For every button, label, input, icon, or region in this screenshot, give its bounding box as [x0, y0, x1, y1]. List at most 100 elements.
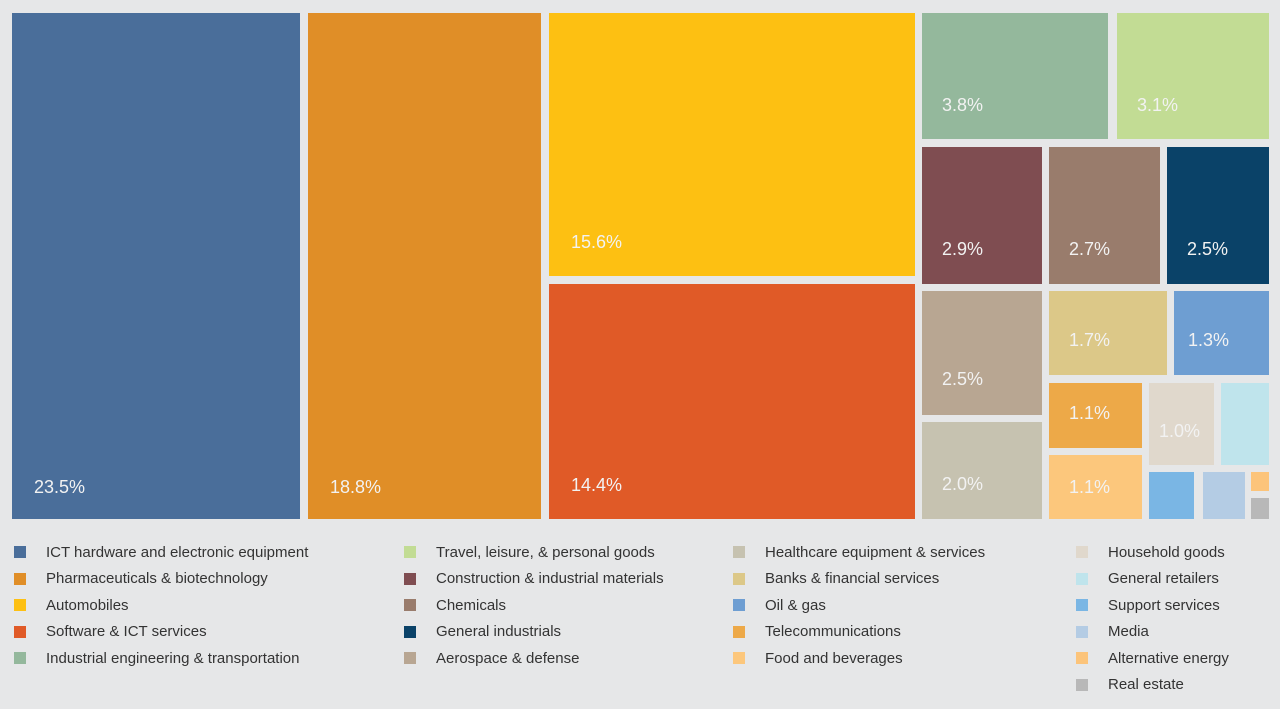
treemap-tile-construction-industrial-materials [922, 147, 1042, 284]
treemap-tile-general-industrials [1167, 147, 1269, 284]
legend-label: Alternative energy [1108, 649, 1229, 667]
legend-item: Aerospace & defense [404, 646, 579, 670]
legend-item: Oil & gas [733, 593, 826, 617]
legend-label: Support services [1108, 596, 1220, 614]
legend-swatch [1076, 625, 1088, 638]
tile-value-label: 18.8% [330, 477, 381, 497]
legend-label: Oil & gas [765, 596, 826, 614]
treemap-tile-aerospace-defense [922, 291, 1042, 415]
legend-item: Pharmaceuticals & biotechnology [14, 567, 268, 591]
legend-item: ICT hardware and electronic equipment [14, 540, 308, 564]
legend-label: Banks & financial services [765, 570, 940, 587]
treemap-tile-media [1203, 472, 1245, 519]
treemap-tile-oil-gas [1174, 291, 1269, 375]
legend-swatch [404, 652, 416, 664]
legend-swatch [14, 625, 26, 638]
legend-swatch [733, 546, 745, 558]
treemap-tile-ict-hardware-and-electronic-equipment [12, 13, 300, 519]
tile-value-label: 1.1% [1069, 403, 1110, 423]
tile-value-label: 2.0% [942, 474, 983, 494]
treemap-tile-banks-financial-services [1049, 291, 1167, 375]
legend-item: Healthcare equipment & services [733, 540, 985, 564]
legend-item: General retailers [1076, 567, 1219, 591]
treemap-tile-chemicals [1049, 147, 1160, 284]
legend-swatch [1076, 599, 1088, 611]
legend-item: Household goods [1076, 540, 1225, 564]
treemap-tile-real-estate [1251, 498, 1269, 519]
legend: ICT hardware and electronic equipment Pha… [0, 540, 1280, 709]
legend-swatch [14, 599, 26, 611]
treemap-chart: 23.5% 18.8% 15.6% 14.4% 3.8% 3.1% 2.9% 2.7% 2.5%… [12, 13, 1269, 519]
tile-value-label: 2.5% [1187, 239, 1228, 259]
legend-item: Food and beverages [733, 646, 903, 670]
tile-value-label: 14.4% [571, 475, 622, 495]
treemap-tile-telecommunications [1049, 383, 1142, 448]
legend-label: Pharmaceuticals & biotechnology [46, 570, 268, 587]
legend-item: General industrials [404, 620, 561, 644]
legend-swatch [14, 572, 26, 585]
treemap-tile-industrial-engineering-transportation [922, 13, 1108, 139]
legend-label: Telecommunications [765, 623, 901, 640]
treemap-tile-household-goods [1149, 383, 1214, 465]
treemap-tile-food-and-beverages [1049, 455, 1142, 519]
legend-swatch [1076, 546, 1088, 558]
legend-swatch [733, 572, 745, 585]
treemap-tile-software-ict-services [549, 284, 915, 519]
tile-value-label: 3.8% [942, 95, 983, 115]
treemap-tile-travel-leisure-personal-goods [1117, 13, 1269, 139]
legend-item: Chemicals [404, 593, 506, 617]
legend-swatch [1076, 652, 1088, 664]
legend-label: Automobiles [46, 596, 129, 614]
tile-value-label: 3.1% [1137, 95, 1178, 115]
legend-label: Real estate [1108, 676, 1184, 693]
treemap-tile-general-retailers [1221, 383, 1269, 465]
legend-label: Construction & industrial materials [436, 570, 664, 587]
legend-item: Telecommunications [733, 620, 901, 644]
tile-value-label: 2.9% [942, 239, 983, 259]
legend-item: Real estate [1076, 673, 1184, 697]
legend-swatch [404, 599, 416, 611]
treemap-tile-alternative-energy [1251, 472, 1269, 491]
legend-swatch [14, 652, 26, 664]
legend-label: Aerospace & defense [436, 649, 580, 667]
legend-label: ICT hardware and electronic equipment [46, 543, 309, 561]
legend-item: Media [1076, 620, 1149, 644]
legend-item: Construction & industrial materials [404, 567, 664, 591]
legend-swatch [404, 572, 416, 585]
legend-label: Chemicals [436, 596, 507, 614]
treemap-tile-healthcare-equipment-services [922, 422, 1042, 519]
treemap-tile-automobiles [549, 13, 915, 276]
tile-value-label: 2.7% [1069, 239, 1110, 259]
legend-swatch [404, 546, 416, 558]
tile-value-label: 1.7% [1069, 330, 1110, 350]
tile-value-label: 1.0% [1159, 421, 1200, 441]
tile-value-label: 1.1% [1069, 477, 1110, 497]
legend-label: Household goods [1108, 543, 1225, 561]
treemap-tile-support-services [1149, 472, 1194, 519]
tile-value-label: 1.3% [1188, 330, 1229, 350]
tile-value-label: 15.6% [571, 232, 622, 252]
legend-swatch [733, 599, 745, 611]
tile-value-label: 2.5% [942, 369, 983, 389]
legend-label: Healthcare equipment & services [765, 543, 986, 561]
legend-swatch [14, 546, 26, 558]
tile-value-label: 23.5% [34, 477, 85, 497]
legend-label: General industrials [436, 623, 562, 640]
legend-label: Software & ICT services [46, 623, 207, 640]
legend-label: General retailers [1108, 570, 1219, 587]
legend-item: Software & ICT services [14, 620, 207, 644]
legend-swatch [733, 652, 745, 664]
treemap-tile-pharmaceuticals-biotechnology [308, 13, 541, 519]
legend-item: Industrial engineering & transportation [14, 646, 300, 670]
legend-item: Alternative energy [1076, 646, 1229, 670]
legend-swatch [1076, 678, 1088, 691]
legend-item: Travel, leisure, & personal goods [404, 540, 655, 564]
legend-label: Food and beverages [765, 649, 903, 667]
legend-label: Travel, leisure, & personal goods [436, 543, 655, 561]
legend-label: Media [1108, 623, 1149, 640]
legend-label: Industrial engineering & transportation [46, 649, 300, 667]
legend-item: Banks & financial services [733, 567, 939, 591]
legend-item: Support services [1076, 593, 1220, 617]
legend-swatch [733, 625, 745, 638]
legend-swatch [404, 625, 416, 638]
